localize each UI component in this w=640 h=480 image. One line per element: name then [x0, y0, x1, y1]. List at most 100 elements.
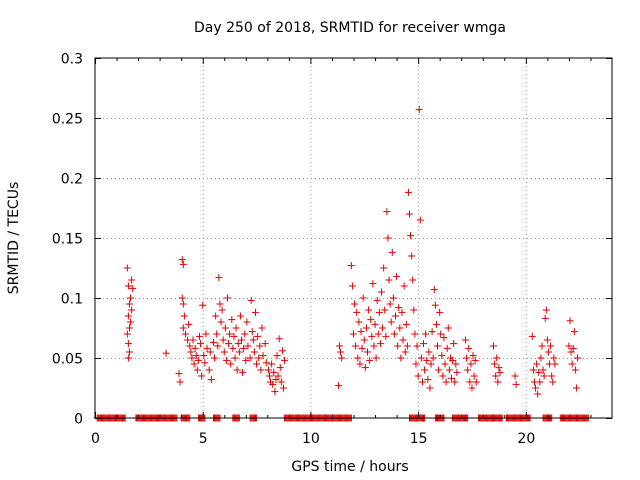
data-point [469, 352, 477, 360]
data-point [390, 330, 398, 338]
axis-ticks [95, 58, 612, 419]
data-point [278, 347, 286, 355]
data-point [189, 336, 197, 344]
data-point [566, 317, 574, 325]
data-point [350, 330, 357, 338]
data-point [236, 312, 244, 320]
data-point [414, 372, 422, 380]
x-tick-label: 10 [302, 431, 320, 447]
data-point [348, 282, 356, 290]
data-point [256, 342, 264, 350]
y-tick-label: 0.3 [61, 52, 83, 68]
data-point [277, 378, 285, 386]
data-point [512, 380, 520, 388]
data-point [380, 264, 388, 272]
data-point [197, 340, 205, 348]
data-point [406, 210, 414, 218]
data-point [205, 366, 213, 374]
data-point [444, 324, 452, 332]
data-point [396, 324, 404, 332]
data-point [214, 342, 222, 350]
data-point [403, 342, 411, 350]
data-point [234, 340, 242, 348]
data-point [467, 360, 475, 368]
data-point [370, 342, 378, 350]
data-point [492, 372, 500, 380]
data-point [408, 252, 416, 260]
data-point [420, 340, 428, 348]
y-tick-labels: 0 0.05 0.1 0.15 0.2 0.25 0.3 [52, 52, 83, 428]
data-point [543, 336, 551, 344]
data-point [127, 318, 135, 326]
data-point [175, 370, 183, 378]
data-point [549, 378, 557, 386]
data-point [217, 318, 225, 326]
data-point [382, 332, 390, 340]
data-point [428, 328, 436, 336]
data-point [537, 354, 545, 362]
data-point [218, 306, 226, 314]
data-point [491, 360, 499, 368]
data-point [540, 372, 548, 380]
x-tick-label: 0 [91, 431, 100, 447]
data-point [259, 352, 267, 360]
data-point [569, 344, 577, 352]
data-point [372, 354, 380, 362]
data-point [257, 366, 265, 374]
data-point [127, 294, 135, 302]
data-point [388, 248, 396, 256]
data-point [176, 378, 184, 386]
data-point [194, 356, 202, 364]
data-point [402, 320, 410, 328]
data-point [124, 312, 132, 320]
data-point [442, 378, 450, 386]
data-point [533, 360, 541, 368]
data-point [276, 364, 284, 372]
data-point [385, 276, 393, 284]
data-point [424, 376, 432, 384]
data-point [364, 348, 372, 356]
data-point [439, 372, 447, 380]
x-tick-label: 20 [517, 431, 535, 447]
data-point [347, 262, 355, 270]
data-point [397, 354, 405, 362]
data-point [443, 344, 451, 352]
x-tick-label: 15 [410, 431, 428, 447]
data-point [542, 306, 550, 314]
data-point [162, 349, 170, 357]
data-point [225, 340, 233, 348]
data-point [228, 316, 236, 324]
data-point [265, 372, 273, 380]
data-point [574, 354, 582, 362]
data-point [437, 330, 445, 338]
data-point [186, 342, 194, 350]
data-point [367, 316, 375, 324]
data-point [471, 356, 479, 364]
data-point [378, 288, 386, 296]
data-point [541, 314, 549, 322]
data-point [429, 354, 437, 362]
data-point [248, 328, 256, 336]
data-point [468, 384, 476, 392]
data-point [368, 332, 376, 340]
data-point [273, 352, 281, 360]
data-point [188, 354, 196, 362]
data-point [227, 360, 235, 368]
data-point [394, 342, 402, 350]
y-tick-label: 0.25 [52, 112, 83, 128]
data-point [220, 348, 228, 356]
data-point [387, 318, 395, 326]
data-point [354, 354, 362, 362]
data-point [129, 284, 137, 292]
data-point [201, 359, 209, 367]
data-point [124, 354, 132, 362]
data-point [365, 306, 373, 314]
data-point [371, 320, 379, 328]
data-point [207, 376, 215, 384]
y-tick-label: 0.1 [61, 292, 83, 308]
y-axis-label: SRMTID / TECUs [6, 182, 22, 295]
data-point [125, 324, 133, 332]
data-point [384, 234, 392, 242]
data-point [239, 368, 247, 376]
